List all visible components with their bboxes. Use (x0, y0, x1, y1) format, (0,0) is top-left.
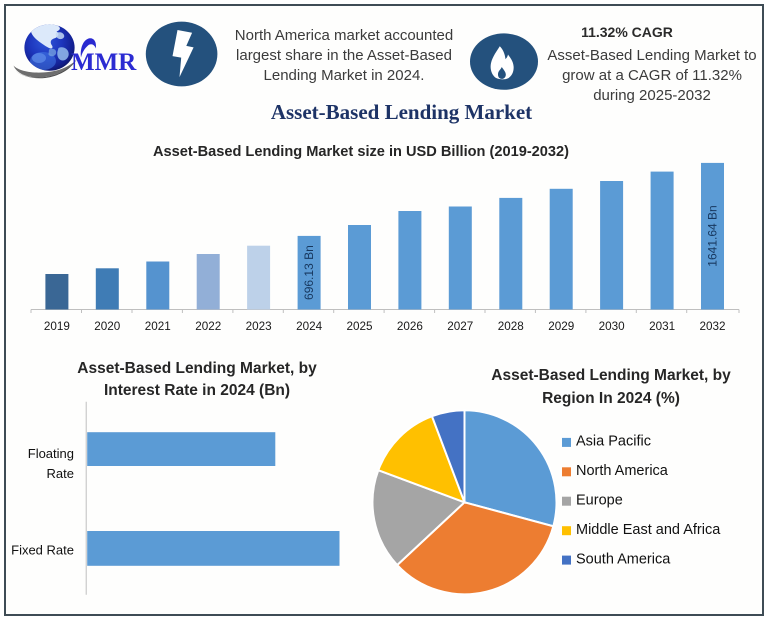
svg-text:2026: 2026 (397, 320, 423, 333)
svg-text:Middle East and Africa: Middle East and Africa (576, 522, 721, 538)
svg-text:1641.64 Bn: 1641.64 Bn (706, 205, 720, 266)
svg-text:2020: 2020 (94, 320, 121, 333)
svg-text:2029: 2029 (548, 320, 574, 333)
svg-text:2032: 2032 (699, 320, 725, 333)
svg-text:2019: 2019 (44, 320, 70, 333)
svg-text:2021: 2021 (145, 320, 171, 333)
svg-text:Floating: Floating (28, 446, 74, 461)
svg-text:2028: 2028 (498, 320, 524, 333)
svg-text:2023: 2023 (246, 320, 272, 333)
svg-text:696.13 Bn: 696.13 Bn (302, 245, 316, 300)
svg-text:Asia Pacific: Asia Pacific (576, 434, 651, 450)
svg-text:North America: North America (576, 463, 669, 479)
svg-text:2024: 2024 (296, 320, 323, 333)
svg-text:2025: 2025 (346, 320, 373, 333)
svg-text:Europe: Europe (576, 493, 623, 509)
svg-text:MMR: MMR (71, 49, 137, 76)
svg-text:2031: 2031 (649, 320, 675, 333)
svg-text:Fixed Rate: Fixed Rate (11, 543, 74, 558)
svg-text:South America: South America (576, 551, 671, 567)
svg-text:Rate: Rate (47, 466, 74, 481)
svg-text:2030: 2030 (599, 320, 626, 333)
svg-text:2027: 2027 (447, 320, 473, 333)
svg-text:2022: 2022 (195, 320, 221, 333)
